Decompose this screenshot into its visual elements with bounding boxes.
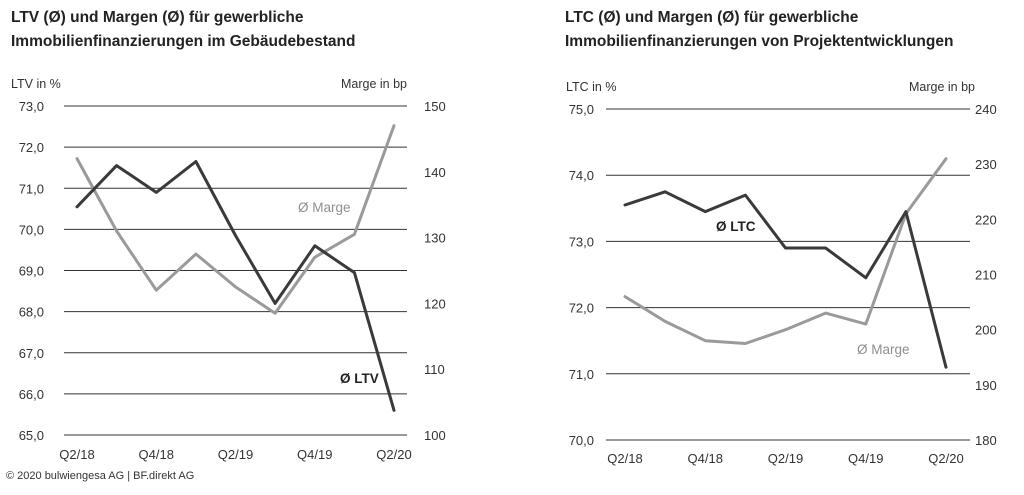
y-tick-label-right-0: 70,0 — [569, 433, 594, 448]
y-axis-label-left: LTV in % — [11, 77, 61, 91]
y2-tick-label-right-1: 190 — [975, 378, 997, 393]
series-line-left-1 — [75, 124, 396, 315]
chart-title-left-line1: LTV (Ø) und Margen (Ø) für gewerbliche — [11, 9, 304, 26]
y2-tick-label-right-4: 220 — [975, 212, 997, 227]
y2-tick-label-left-3: 130 — [424, 231, 446, 246]
y-tick-label-right-5: 75,0 — [569, 102, 594, 117]
y2-tick-label-left-5: 150 — [424, 99, 446, 114]
x-tick-label-right-2: Q2/19 — [768, 451, 803, 466]
chart-title-right: LTC (Ø) und Margen (Ø) für gewerbliche I… — [565, 6, 953, 54]
x-tick-label-right-0: Q2/18 — [607, 451, 642, 466]
y-tick-label-left-5: 70,0 — [19, 222, 44, 237]
chart-title-left: LTV (Ø) und Margen (Ø) für gewerbliche I… — [11, 6, 356, 54]
y2-tick-label-right-2: 200 — [975, 323, 997, 338]
y-tick-label-left-0: 65,0 — [19, 428, 44, 443]
series-line-right-0 — [623, 190, 948, 369]
y-tick-label-right-4: 74,0 — [569, 168, 594, 183]
y-tick-label-right-3: 73,0 — [569, 234, 594, 249]
y-tick-label-left-1: 66,0 — [19, 387, 44, 402]
y2-tick-label-right-0: 180 — [975, 433, 997, 448]
chart-title-right-line2: Immobilienfinanzierungen von Projektentw… — [565, 33, 954, 50]
y2-tick-label-left-0: 100 — [424, 428, 446, 443]
series-line-left-0 — [75, 160, 396, 412]
y-tick-label-left-8: 73,0 — [19, 99, 44, 114]
y-tick-label-left-6: 71,0 — [19, 181, 44, 196]
y2-tick-label-right-6: 240 — [975, 102, 997, 117]
x-tick-label-left-0: Q2/18 — [59, 447, 94, 462]
y-tick-label-right-2: 72,0 — [569, 301, 594, 316]
y-tick-label-left-3: 68,0 — [19, 305, 44, 320]
y-tick-label-right-1: 71,0 — [569, 367, 594, 382]
y-axis-label-right: LTC in % — [566, 80, 616, 94]
x-tick-label-right-3: Q4/19 — [848, 451, 883, 466]
x-tick-label-right-1: Q4/18 — [688, 451, 723, 466]
series-line-right-1 — [623, 157, 948, 345]
chart-title-right-line1: LTC (Ø) und Margen (Ø) für gewerbliche — [565, 9, 859, 26]
y2-axis-label-left: Marge in bp — [341, 77, 407, 91]
series-label-right-1: Ø Marge — [857, 342, 910, 357]
x-tick-label-left-4: Q2/20 — [376, 447, 411, 462]
y-tick-label-left-4: 69,0 — [19, 264, 44, 279]
x-tick-label-left-3: Q4/19 — [297, 447, 332, 462]
series-label-left-0: Ø LTV — [340, 371, 379, 386]
credit-text: © 2020 bulwiengesa AG | BF.direkt AG — [6, 470, 195, 482]
y-tick-label-left-7: 72,0 — [19, 140, 44, 155]
series-label-right-0: Ø LTC — [716, 219, 756, 234]
y2-tick-label-right-5: 230 — [975, 157, 997, 172]
x-tick-label-right-4: Q2/20 — [928, 451, 963, 466]
y2-tick-label-left-1: 110 — [424, 362, 445, 377]
y2-tick-label-left-4: 140 — [424, 165, 446, 180]
chart-title-left-line2: Immobilienfinanzierungen im Gebäudebesta… — [11, 33, 356, 50]
x-tick-label-left-2: Q2/19 — [218, 447, 253, 462]
y2-tick-label-right-3: 210 — [975, 268, 997, 283]
y-tick-label-left-2: 67,0 — [19, 346, 44, 361]
y2-axis-label-right: Marge in bp — [909, 80, 975, 94]
x-tick-label-left-1: Q4/18 — [139, 447, 174, 462]
series-label-left-1: Ø Marge — [298, 200, 351, 215]
y2-tick-label-left-2: 120 — [424, 296, 446, 311]
